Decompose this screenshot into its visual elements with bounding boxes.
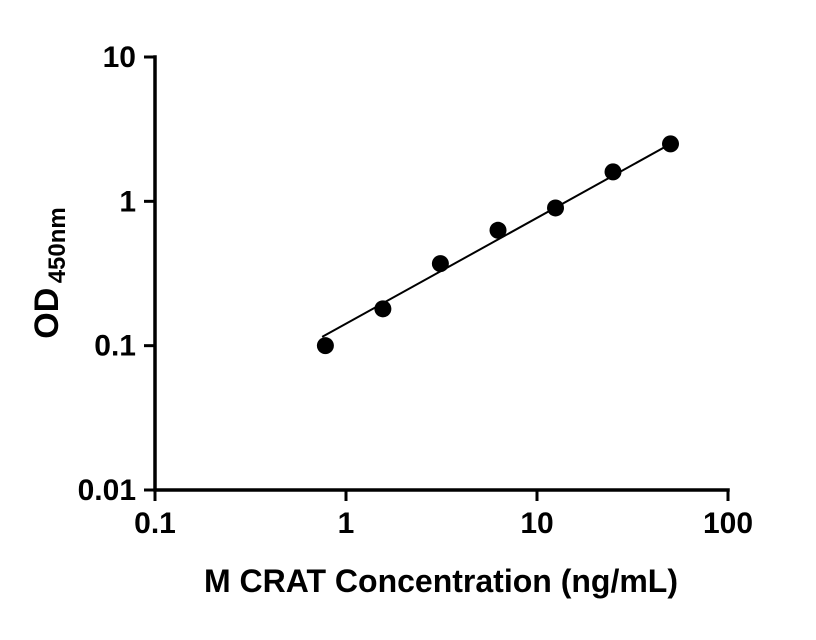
data-point <box>489 221 507 239</box>
x-tick-label: 1 <box>338 507 355 540</box>
axis-spine <box>153 55 730 492</box>
y-axis-label-subscript: 450nm <box>44 207 71 283</box>
y-tick-label: 10 <box>103 41 136 74</box>
x-tick-label: 0.1 <box>134 507 176 540</box>
y-axis-label-main: OD <box>28 288 66 339</box>
y-tick-label: 0.1 <box>94 330 136 363</box>
y-tick-label: 0.01 <box>78 474 136 507</box>
data-point <box>431 255 449 273</box>
data-point <box>316 337 334 355</box>
data-point <box>662 135 680 153</box>
data-point <box>374 300 392 318</box>
data-point <box>604 163 622 181</box>
x-axis-label: M CRAT Concentration (ng/mL) <box>204 563 678 599</box>
x-tick-label: 100 <box>703 507 753 540</box>
x-tick-label: 10 <box>520 507 553 540</box>
y-axis-label: OD 450nm <box>28 207 71 339</box>
data-point <box>547 199 565 217</box>
y-tick-label: 1 <box>119 185 136 218</box>
